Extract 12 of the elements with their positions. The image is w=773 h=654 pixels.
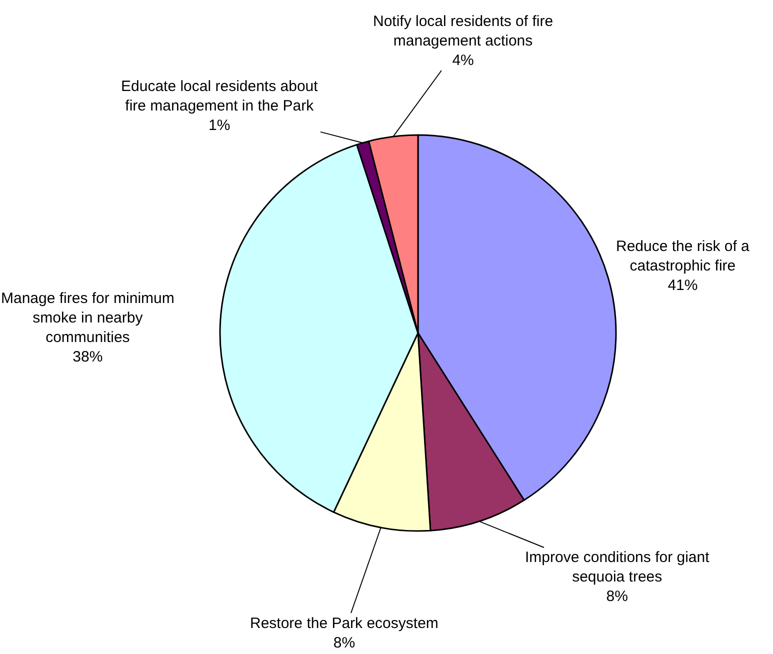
slice-label: Improve conditions for giant sequoia trees — [525, 549, 710, 586]
slice-label: Reduce the risk of a catastrophic fire — [616, 238, 750, 274]
data-label: 4% — [452, 52, 474, 69]
slice-label: Manage fires for minimum smoke in nearby communities — [1, 290, 174, 346]
data-label: 1% — [208, 117, 230, 134]
slice-label: Notify local residents of fire management actions — [373, 13, 554, 50]
data-label: 8% — [333, 634, 356, 652]
slice-label: Restore the Park ecosystem — [250, 615, 438, 632]
data-label: 8% — [606, 588, 628, 605]
data-label: 38% — [72, 348, 103, 366]
slice-label: Educate local residents about fire management in the Park — [121, 78, 319, 114]
data-label: 41% — [668, 277, 698, 294]
